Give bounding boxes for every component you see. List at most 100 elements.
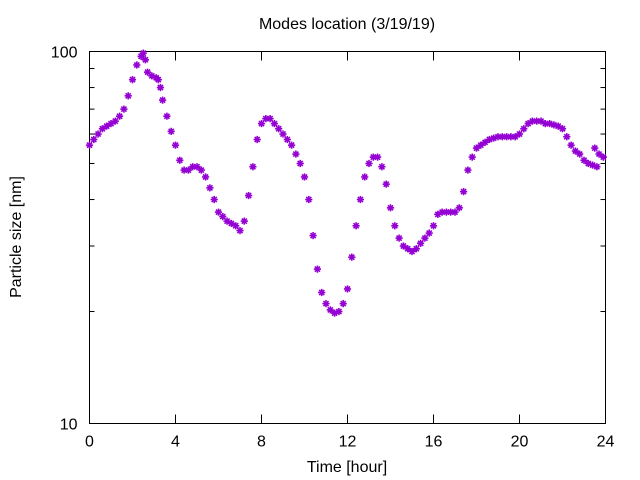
data-point [154, 76, 162, 84]
data-point [386, 204, 395, 212]
data-point [584, 159, 592, 168]
data-point [468, 153, 476, 161]
data-point [352, 222, 360, 230]
data-point [202, 173, 210, 181]
data-point [257, 119, 266, 128]
data-point [167, 127, 175, 135]
data-point [599, 153, 607, 161]
data-point [214, 208, 223, 216]
axis-tick-labels: 0 4 8 12 16 20 24 10 100 [51, 45, 615, 451]
x-tick-label: 8 [257, 434, 266, 451]
data-point [576, 150, 584, 158]
data-point [275, 125, 283, 133]
data-point [219, 212, 227, 221]
data-point [361, 173, 369, 181]
x-axis-label: Time [hour] [307, 459, 387, 476]
data-point [429, 222, 438, 230]
data-point [391, 222, 399, 230]
data-point [197, 166, 205, 174]
x-tick-label: 12 [339, 434, 357, 451]
data-point [421, 234, 429, 242]
data-point [210, 195, 218, 204]
data-point [348, 253, 356, 261]
data-point [245, 191, 253, 200]
data-point [567, 141, 575, 149]
data-point [545, 119, 554, 128]
data-point [206, 184, 214, 192]
data-point [300, 173, 309, 181]
axis-ticks [89, 51, 606, 424]
data-point [382, 180, 390, 188]
data-point [537, 117, 545, 125]
data-point [343, 285, 352, 293]
data-point [595, 150, 603, 158]
data-point [232, 222, 240, 230]
data-point [115, 112, 124, 120]
chart-title: Modes location (3/19/19) [259, 16, 435, 33]
data-point [292, 150, 300, 158]
data-point [124, 92, 132, 100]
data-point [111, 117, 119, 125]
data-point [139, 49, 147, 57]
data-point [515, 130, 524, 138]
y-axis-label: Particle size [nm] [8, 176, 25, 298]
data-point [460, 188, 468, 196]
data-point [120, 105, 128, 113]
data-point [236, 227, 244, 235]
data-point [296, 159, 304, 168]
data-point [455, 204, 463, 212]
x-tick-label: 16 [425, 434, 443, 451]
data-point [128, 76, 137, 84]
data-point [378, 163, 386, 171]
data-point [425, 229, 433, 237]
x-tick-label: 24 [597, 434, 615, 451]
data-point [309, 231, 317, 240]
x-tick-label: 20 [511, 434, 529, 451]
data-point [283, 135, 291, 144]
data-point [141, 56, 149, 64]
data-points [85, 49, 607, 317]
data-point [90, 135, 98, 144]
data-point [159, 96, 167, 104]
data-point [288, 141, 296, 149]
x-tick-label: 0 [85, 434, 94, 451]
data-point [339, 300, 347, 308]
data-point [163, 112, 171, 120]
data-point [223, 217, 231, 225]
data-point [558, 125, 567, 133]
data-point [374, 153, 382, 161]
data-point [305, 195, 313, 204]
data-point [412, 245, 420, 253]
data-point [253, 135, 261, 144]
data-point [270, 119, 278, 128]
x-tick-label: 4 [171, 434, 180, 451]
data-point [94, 130, 102, 138]
y-tick-label: 10 [60, 417, 78, 434]
data-point [249, 163, 257, 171]
data-point [365, 159, 373, 168]
data-point [85, 141, 94, 149]
data-point [451, 208, 459, 216]
data-point [103, 122, 111, 130]
data-point [593, 163, 601, 171]
data-point [240, 217, 248, 225]
data-point [318, 288, 326, 297]
data-point [133, 61, 141, 69]
data-point [279, 130, 287, 138]
data-point [356, 195, 364, 204]
data-point [322, 300, 330, 308]
data-point [395, 234, 403, 242]
data-point [335, 307, 343, 316]
data-point [176, 156, 184, 164]
y-tick-label: 100 [51, 45, 78, 62]
data-point [472, 144, 481, 152]
data-point [266, 115, 274, 123]
data-point [313, 265, 321, 273]
data-point [156, 83, 165, 92]
plot-frame [89, 51, 606, 424]
data-point [417, 239, 425, 247]
data-point [464, 166, 472, 174]
data-point [591, 144, 599, 152]
data-point [520, 125, 528, 133]
